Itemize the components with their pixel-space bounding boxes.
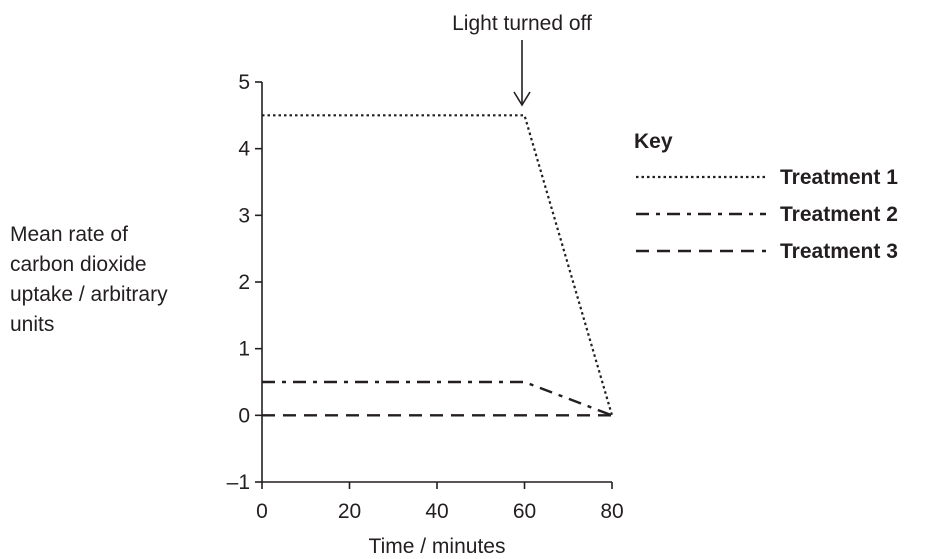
legend-label: Treatment 2 (780, 203, 898, 226)
series-line-treatment-1 (262, 114, 614, 416)
legend-label: Treatment 3 (780, 240, 898, 263)
y-tick-label: 1 (238, 338, 250, 361)
y-tick-label: 0 (238, 404, 250, 427)
y-axis-label-line: carbon dioxide (10, 253, 147, 276)
x-tick-label: 20 (338, 500, 361, 523)
y-axis-label-line: units (10, 313, 55, 336)
y-axis-label-line: uptake / arbitrary (10, 283, 168, 306)
x-axis-label: Time / minutes (369, 535, 506, 558)
y-tick-label: 5 (238, 71, 250, 94)
y-tick-label: –1 (227, 471, 250, 494)
y-tick-label: 4 (238, 138, 250, 161)
annotation-arrow-head (513, 91, 531, 107)
x-tick-label: 40 (425, 500, 448, 523)
legend-label: Treatment 1 (780, 166, 898, 189)
x-tick-label: 0 (256, 500, 268, 523)
legend-title: Key (634, 130, 673, 153)
y-tick-label: 3 (238, 204, 250, 227)
y-tick-label: 2 (238, 271, 250, 294)
annotation-label: Light turned off (452, 12, 592, 35)
y-axis-label-line: Mean rate of (10, 223, 128, 246)
series-line-treatment-2 (262, 380, 613, 417)
x-tick-label: 60 (513, 500, 536, 523)
y-axis-label: Mean rate of carbon dioxide uptake / arb… (10, 220, 168, 340)
x-tick-label: 80 (600, 500, 623, 523)
